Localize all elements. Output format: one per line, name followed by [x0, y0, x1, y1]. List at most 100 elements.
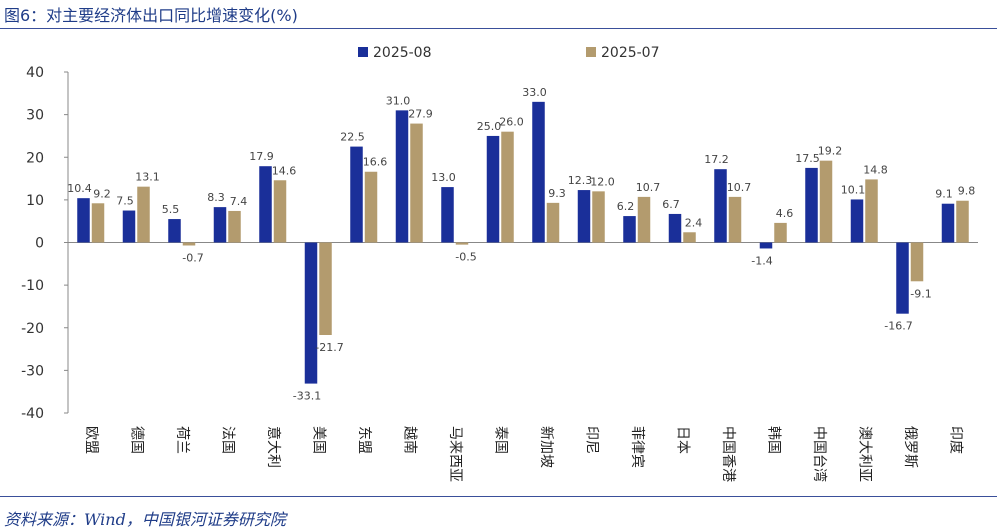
bar-2025-07-法国 — [228, 210, 241, 243]
category-label: 印度 — [947, 426, 963, 454]
data-label: 9.1 — [935, 188, 953, 201]
legend-swatch-2025-07 — [586, 47, 596, 57]
bar-2025-07-日本 — [683, 232, 696, 243]
data-label: 7.5 — [116, 195, 134, 208]
bar-2025-07-中国香港 — [728, 196, 742, 243]
bar-2025-08-荷兰 — [168, 219, 181, 243]
data-label: -0.5 — [455, 251, 476, 264]
bar-2025-07-东盟 — [364, 171, 378, 243]
bar-2025-07-美国 — [319, 242, 332, 335]
category-label: 印尼 — [583, 426, 599, 454]
data-label: -33.1 — [293, 390, 321, 403]
bars-group — [77, 101, 969, 384]
bar-2025-07-欧盟 — [91, 203, 105, 243]
bar-2025-08-德国 — [122, 210, 136, 243]
category-label: 新加坡 — [538, 426, 554, 468]
data-label: 17.5 — [795, 152, 820, 165]
bar-2025-07-越南 — [410, 123, 423, 243]
data-label: -21.7 — [315, 341, 343, 354]
data-label: 10.4 — [67, 182, 92, 195]
data-label: 31.0 — [386, 94, 411, 107]
data-label: 9.2 — [93, 187, 111, 200]
bar-2025-07-德国 — [137, 186, 150, 243]
y-tick-label: 0 — [35, 236, 44, 252]
bar-2025-08-俄罗斯 — [896, 242, 909, 314]
category-label: 泰国 — [492, 426, 508, 454]
source-note: 资料来源：Wind，中国银河证券研究院 — [4, 510, 286, 529]
bar-2025-08-东盟 — [350, 146, 363, 243]
bar-2025-08-中国台湾 — [805, 167, 818, 243]
category-label: 中国香港 — [720, 426, 736, 482]
y-tick-label: 20 — [26, 150, 44, 166]
data-label: -16.7 — [884, 320, 912, 333]
bar-2025-08-日本 — [668, 213, 682, 243]
data-label: -1.4 — [751, 254, 772, 267]
data-label: 13.0 — [431, 171, 456, 184]
y-tick-label: -10 — [21, 278, 44, 294]
bar-2025-07-俄罗斯 — [910, 242, 924, 282]
bar-2025-07-印尼 — [592, 191, 605, 243]
category-labels-group: 欧盟 德国 荷兰 法国 意大利 美国 东盟 越南 马来西亚 泰国 新加坡 印尼 菲律宾 日本 中国香港 韩国 中… — [83, 426, 964, 482]
category-label: 日本 — [674, 426, 690, 454]
data-label: 12.0 — [590, 175, 615, 188]
footer-divider — [0, 496, 997, 497]
data-label: 17.9 — [249, 150, 274, 163]
data-label: 2.4 — [685, 216, 703, 229]
category-label: 德国 — [128, 426, 144, 454]
data-label: 12.3 — [568, 174, 593, 187]
bar-chart: 2025-08 2025-07 -40 -30 -20 -10 0 10 20 30 40 10… — [21, 45, 978, 482]
data-label: 22.5 — [340, 131, 365, 144]
bar-2025-07-菲律宾 — [637, 196, 651, 243]
title-divider — [0, 28, 997, 29]
bar-2025-08-印尼 — [577, 190, 591, 243]
category-label: 欧盟 — [83, 426, 99, 454]
data-label: 10.7 — [636, 181, 661, 194]
legend: 2025-08 2025-07 — [358, 45, 660, 61]
data-label: 10.7 — [727, 181, 752, 194]
bar-2025-07-新加坡 — [546, 202, 560, 243]
bar-2025-08-马来西亚 — [441, 187, 454, 243]
category-label: 越南 — [401, 426, 417, 454]
data-label: 4.6 — [776, 207, 794, 220]
data-label: 13.1 — [135, 171, 160, 184]
bar-2025-08-印度 — [941, 203, 955, 243]
bar-2025-08-新加坡 — [532, 101, 545, 243]
y-tick-label: -30 — [21, 363, 44, 379]
data-label: 6.2 — [617, 200, 635, 213]
bar-2025-08-欧盟 — [77, 198, 90, 243]
bar-2025-07-中国台湾 — [819, 160, 833, 243]
bar-2025-08-美国 — [304, 242, 318, 384]
category-label: 意大利 — [265, 426, 282, 468]
data-label: 6.7 — [662, 198, 680, 211]
legend-swatch-2025-08 — [358, 47, 368, 57]
category-label: 俄罗斯 — [902, 426, 918, 468]
data-label: 8.3 — [207, 191, 225, 204]
y-tick-label: -40 — [21, 406, 44, 422]
category-label: 法国 — [219, 426, 235, 454]
data-label: 5.5 — [162, 203, 180, 216]
data-label: 14.8 — [863, 163, 888, 176]
bar-2025-08-法国 — [213, 207, 227, 243]
data-label: 7.4 — [230, 195, 248, 208]
category-label: 澳大利亚 — [856, 426, 872, 482]
category-label: 韩国 — [765, 426, 781, 454]
data-label: 25.0 — [477, 120, 502, 133]
bar-2025-07-意大利 — [273, 180, 287, 243]
legend-label-2025-08: 2025-08 — [373, 45, 432, 61]
data-label: 9.8 — [958, 185, 976, 198]
bar-2025-07-泰国 — [501, 131, 514, 243]
data-label: 16.6 — [363, 156, 388, 169]
category-label: 东盟 — [356, 426, 372, 454]
bar-2025-08-意大利 — [259, 166, 272, 243]
data-label: 27.9 — [408, 108, 433, 121]
category-label: 美国 — [310, 426, 326, 454]
bar-2025-07-印度 — [956, 200, 969, 243]
data-label: 9.3 — [548, 187, 566, 200]
data-label: -0.7 — [182, 251, 203, 264]
y-tick-label: 10 — [26, 193, 44, 209]
data-label: 19.2 — [818, 145, 843, 158]
data-label: -9.1 — [910, 287, 931, 300]
bar-2025-08-菲律宾 — [623, 216, 636, 243]
chart-title: 图6：对主要经济体出口同比增速变化(%) — [4, 6, 298, 25]
category-label: 菲律宾 — [629, 426, 645, 468]
